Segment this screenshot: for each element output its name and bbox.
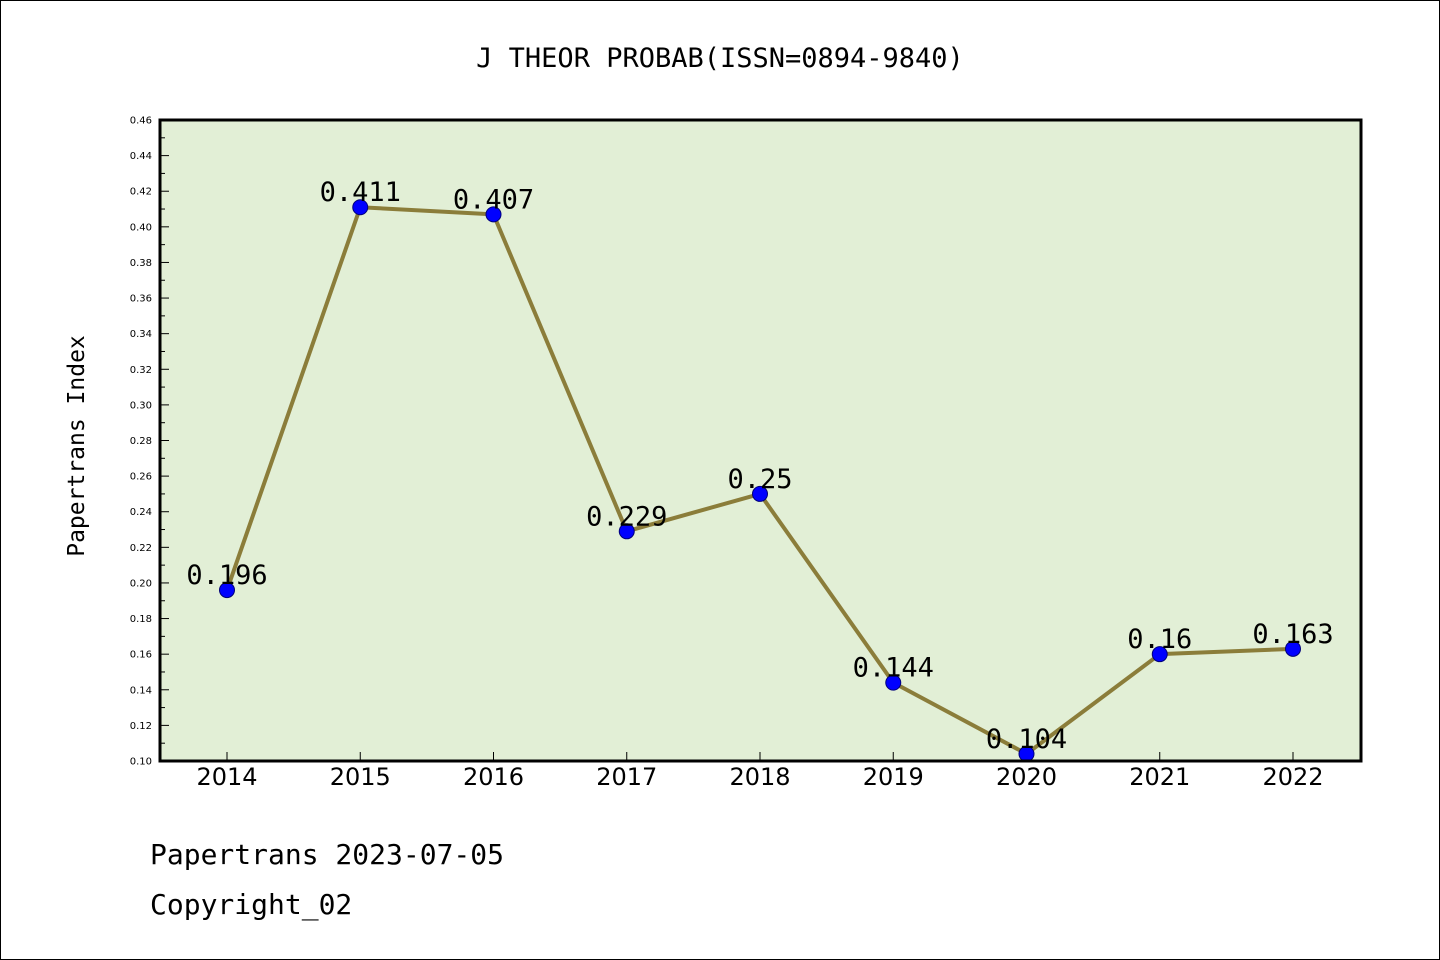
x-tick-label: 2015 [330,763,391,791]
x-tick-label: 2021 [1129,763,1190,791]
y-tick-label: 0.18 [130,614,152,625]
y-tick-label: 0.42 [130,187,152,198]
x-tick-label: 2016 [463,763,524,791]
y-tick-label: 0.12 [130,721,152,732]
data-point [752,485,768,502]
data-label: 0.411 [320,177,401,208]
data-point [885,674,902,691]
y-tick-label: 0.46 [130,116,152,127]
plot-border [158,118,1363,763]
y-tick-label: 0.16 [130,650,152,661]
chart-title: J THEOR PROBAB(ISSN=0894-9840) [476,43,964,74]
y-tick-label: 0.44 [130,151,152,162]
data-label: 0.16 [1127,624,1192,655]
x-axis-ticks: 2014 2015 2016 2017 2018 2019 2020 2021 2022 [196,752,1324,791]
data-label: 0.25 [727,464,792,495]
x-tick-label: 2019 [863,763,924,791]
data-point [1151,646,1168,663]
data-label: 0.144 [853,653,934,684]
data-label: 0.196 [186,560,267,591]
x-tick-label: 2017 [596,763,657,791]
y-tick-label: 0.22 [130,543,152,554]
y-tick-label: 0.30 [130,400,152,411]
y-axis-label: Papertrans Index [64,335,90,557]
data-label: 0.163 [1252,619,1333,650]
y-tick-label: 0.38 [130,258,152,269]
data-label: 0.407 [453,184,534,215]
plot-area [160,120,1361,761]
data-point [1285,640,1301,657]
x-tick-label: 2014 [196,763,257,791]
y-tick-label: 0.36 [130,294,152,305]
y-tick-label: 0.40 [130,222,152,233]
footer-copyright: Copyright_02 [150,888,352,922]
data-label: 0.104 [986,724,1067,755]
data-label: 0.229 [586,501,667,532]
y-tick-label: 0.26 [130,472,152,483]
data-point [219,582,235,599]
data-point [352,199,369,216]
y-tick-label: 0.10 [130,757,152,768]
data-point [618,523,635,540]
y-tick-label: 0.20 [130,578,152,589]
y-tick-label: 0.24 [130,507,152,518]
footer-date: Papertrans 2023-07-05 [150,838,504,871]
x-tick-label: 2022 [1262,763,1323,791]
y-tick-label: 0.34 [130,329,152,340]
data-point [485,206,502,223]
x-tick-label: 2020 [996,763,1057,791]
series-layer [219,199,1301,762]
y-tick-label: 0.14 [130,685,152,696]
x-tick-label: 2018 [729,763,790,791]
y-axis-ticks: 0.10 0.12 0.14 0.16 0.18 0.20 0.22 0.24 0.26 0.28… [130,116,169,768]
y-tick-label: 0.32 [130,365,152,376]
data-labels-layer: 0.196 0.411 0.407 0.229 0.25 0.144 0.104 0.16 0.… [186,177,1333,755]
y-tick-label: 0.28 [130,436,152,447]
